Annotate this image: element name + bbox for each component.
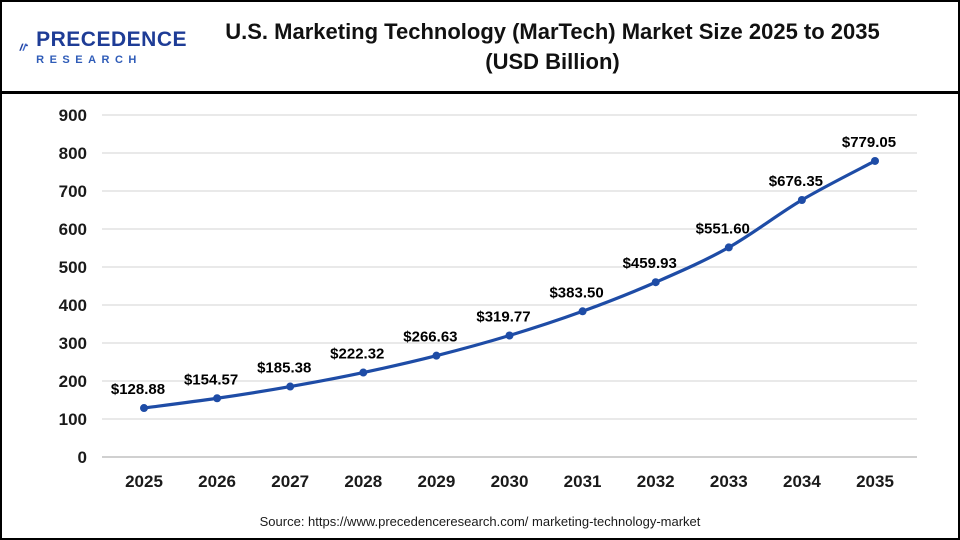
y-axis-tick-label: 200 <box>59 372 87 391</box>
y-axis-tick-label: 0 <box>78 448 87 467</box>
x-axis-tick-label: 2028 <box>344 472 382 491</box>
series-line <box>142 159 877 410</box>
x-axis-tick-label: 2029 <box>417 472 455 491</box>
data-label: $266.63 <box>403 329 457 346</box>
y-axis-tick-label: 300 <box>59 334 87 353</box>
y-axis-tick-label: 400 <box>59 296 87 315</box>
data-point <box>140 404 148 413</box>
data-label: $551.60 <box>696 220 750 237</box>
line-chart: 0 100 200 300 400 500 600 700 800 900 2025 2026 2027… <box>59 106 917 491</box>
logo-text: PRECEDENCE RESEARCH <box>36 28 187 66</box>
data-point <box>797 195 806 204</box>
x-axis-tick-label: 2035 <box>856 472 894 491</box>
x-axis-tick-label: 2034 <box>783 472 821 491</box>
logo-wordmark: PRECEDENCE <box>36 27 187 51</box>
data-point <box>505 331 514 340</box>
chart-title: U.S. Marketing Technology (MarTech) Mark… <box>187 17 958 76</box>
data-label: $319.77 <box>476 308 530 325</box>
y-axis-tick-label: 600 <box>59 220 87 239</box>
data-point <box>871 156 879 165</box>
x-axis-tick-label: 2032 <box>637 472 675 491</box>
x-axis-tick-label: 2033 <box>710 472 748 491</box>
data-label: $185.38 <box>257 360 311 377</box>
chart-area: 0 100 200 300 400 500 600 700 800 900 2025 2026 2027… <box>2 94 958 538</box>
logo-subtitle: RESEARCH <box>36 53 142 66</box>
data-label: $383.50 <box>549 284 603 301</box>
data-point <box>578 307 587 316</box>
chart-title-line1: U.S. Marketing Technology (MarTech) Mark… <box>225 18 880 44</box>
data-label: $154.57 <box>184 371 238 388</box>
x-axis-tick-label: 2031 <box>564 472 602 491</box>
data-label: $779.05 <box>842 134 896 151</box>
data-point <box>724 243 733 252</box>
precedence-research-logo: PRECEDENCE RESEARCH <box>2 28 187 66</box>
y-axis-tick-label: 500 <box>59 258 87 277</box>
x-axis-tick-label: 2025 <box>125 472 163 491</box>
data-label: $222.32 <box>330 346 384 363</box>
y-axis-tick-label: 800 <box>59 144 87 163</box>
chart-title-line2: (USD Billion) <box>485 48 620 74</box>
y-axis-tick-label: 700 <box>59 182 87 201</box>
y-axis-tick-label: 100 <box>59 410 87 429</box>
x-axis-tick-label: 2027 <box>271 472 309 491</box>
logo-icon <box>19 43 29 51</box>
data-point <box>286 382 295 391</box>
data-point <box>359 368 368 377</box>
x-axis-tick-label: 2030 <box>491 472 529 491</box>
x-axis-tick-label: 2026 <box>198 472 236 491</box>
data-point <box>651 278 660 287</box>
source-text: Source: https://www.precedenceresearch.c… <box>259 514 701 529</box>
data-point <box>432 351 441 360</box>
data-label: $459.93 <box>623 255 677 272</box>
data-label: $676.35 <box>769 173 823 190</box>
header: PRECEDENCE RESEARCH U.S. Marketing Techn… <box>2 2 958 94</box>
data-point <box>213 394 222 403</box>
data-label: $128.88 <box>111 381 165 398</box>
y-axis-tick-label: 900 <box>59 106 87 125</box>
